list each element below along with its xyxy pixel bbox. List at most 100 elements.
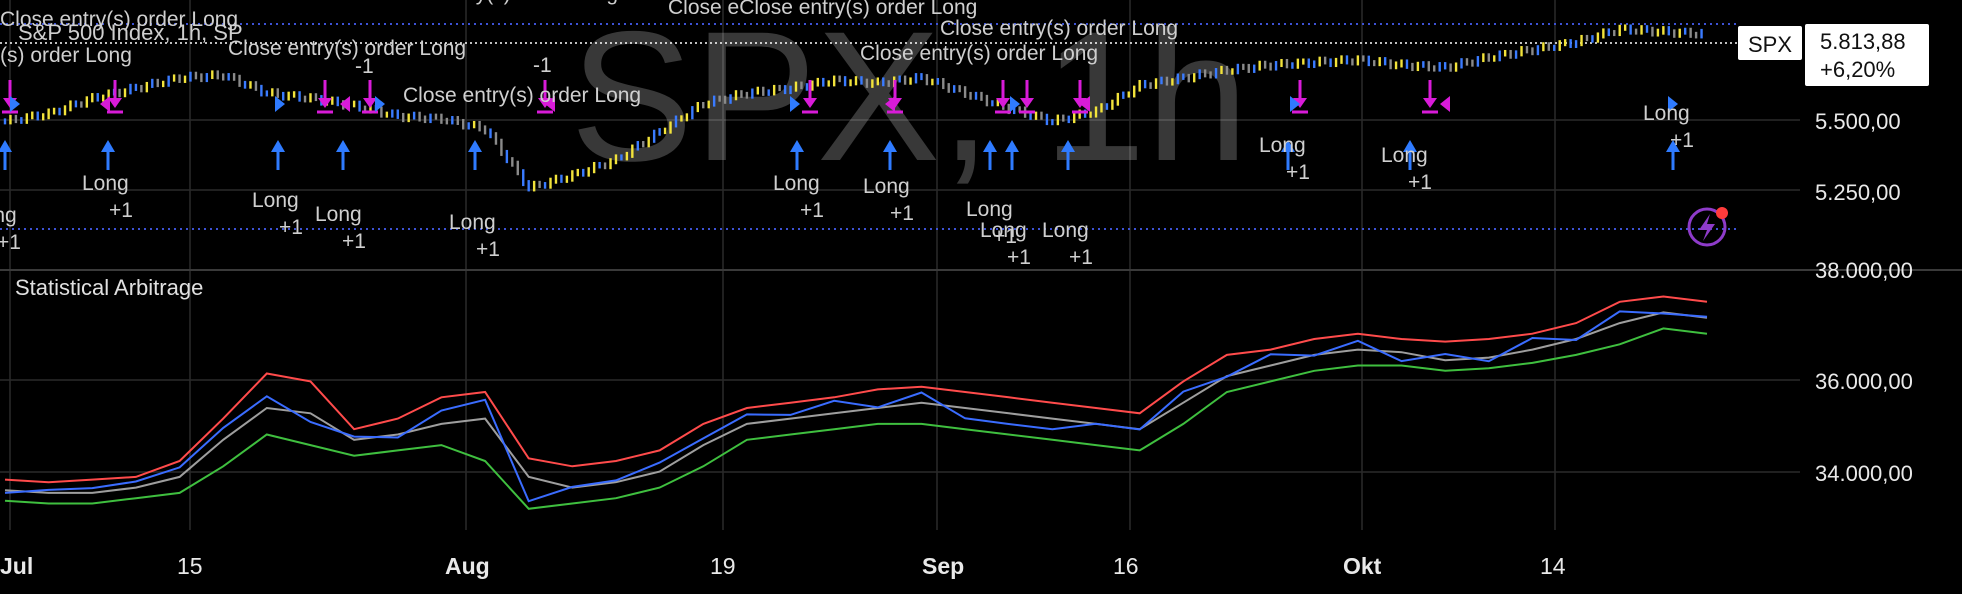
price-bar: [1411, 62, 1414, 72]
last-price-value: 5.813,88: [1820, 29, 1906, 54]
price-bar: [609, 158, 612, 170]
long-arrow-icon: [1281, 140, 1295, 170]
price-bar: [931, 78, 934, 86]
price-bar: [1231, 68, 1234, 75]
long-arrow-icon: [1666, 140, 1680, 170]
price-bar: [1154, 78, 1158, 89]
time-axis-label: Sep: [922, 553, 964, 579]
price-bar: [462, 118, 465, 130]
long-order-label: Long: [1381, 144, 1428, 167]
price-bar: [467, 122, 470, 130]
price-bar: [1416, 61, 1420, 72]
price-bar: [292, 91, 296, 98]
price-bar: [554, 174, 558, 184]
price-bar: [860, 76, 863, 85]
price-axis[interactable]: 5.500,00 5.250,00 38.000,00 36.000,00 34…: [1815, 109, 1913, 486]
price-bar: [598, 161, 601, 169]
price-bar: [118, 88, 121, 98]
price-bar: [336, 96, 339, 107]
close-order-label: Close entry(s) order Long: [860, 42, 1098, 65]
long-order-qty: +1: [1408, 171, 1432, 194]
price-bar: [91, 93, 94, 103]
time-axis[interactable]: Jul 15 Aug 19 Sep 16 Okt 14: [0, 553, 1566, 579]
price-bar: [974, 91, 978, 100]
price-bar: [107, 89, 110, 101]
close-arrow-icon: [107, 80, 123, 114]
long-order-qty: +1: [0, 231, 21, 254]
price-bar: [1253, 64, 1256, 73]
price-bar: [254, 81, 258, 91]
long-order-qty: +1: [476, 238, 500, 261]
price-bar: [1531, 47, 1534, 56]
long-arrow-icon: [790, 140, 804, 170]
long-order-qty: +1: [890, 202, 914, 225]
price-change-value: +6,20%: [1820, 57, 1895, 82]
close-order-label: Close eClose entry(s) order Long: [668, 0, 977, 19]
price-bar: [832, 75, 836, 87]
price-bar: [494, 132, 498, 145]
long-arrow-icon: [983, 140, 997, 170]
price-bar: [1083, 109, 1087, 118]
price-bar: [1258, 60, 1261, 71]
price-bar: [1198, 69, 1201, 80]
price-bar: [952, 85, 956, 93]
price-bar: [1105, 103, 1109, 110]
price-bar: [887, 80, 890, 87]
price-bar: [1580, 34, 1583, 47]
price-bar: [1476, 56, 1480, 67]
price-bar: [1438, 62, 1441, 72]
price-bar: [1367, 55, 1370, 67]
price-bar: [1591, 35, 1594, 43]
price-bar: [816, 77, 820, 87]
price-bar: [216, 70, 219, 80]
symbol-badge[interactable]: SPX: [1738, 26, 1802, 60]
price-bar: [963, 86, 967, 98]
price-bar: [101, 94, 105, 102]
entry-triangle-icon: [1010, 96, 1020, 112]
indicator-panel[interactable]: Statistical Arbitrage: [4, 275, 1708, 510]
price-bar: [282, 91, 285, 101]
price-bar: [565, 175, 569, 183]
price-bar: [1547, 42, 1551, 51]
close-order-label: Close entry(s) order Long: [0, 8, 238, 31]
price-bar: [1373, 60, 1376, 67]
price-bar: [1089, 111, 1092, 118]
price-bar: [1133, 85, 1136, 98]
price-bar: [1563, 39, 1567, 47]
price-bar: [980, 91, 983, 101]
price-bar: [1182, 73, 1185, 80]
entry-triangle-icon: [885, 96, 895, 112]
price-bar: [516, 160, 519, 176]
price-bar: [1678, 28, 1681, 38]
long-arrow-icon: [1005, 140, 1019, 170]
price-bar: [1482, 53, 1485, 63]
price-bar: [794, 81, 798, 92]
long-order-label: Long: [252, 189, 299, 212]
close-arrow-icon: [362, 80, 378, 114]
price-bar: [385, 111, 389, 118]
price-bar: [309, 93, 312, 103]
close-arrow-icon: [802, 80, 818, 114]
legend-title: S&P 500 Index, 1h, SP: [18, 20, 243, 45]
price-bar: [658, 128, 661, 136]
price-bar: [85, 96, 89, 108]
price-bar: [298, 91, 301, 102]
price-bar: [1220, 65, 1223, 75]
price-bar: [151, 78, 154, 88]
entry-triangle-icon: [275, 96, 285, 112]
price-bar: [478, 120, 481, 132]
price-bar: [1454, 62, 1458, 72]
price-bar: [843, 76, 847, 87]
price-bar: [178, 74, 181, 83]
price-bar: [729, 94, 732, 104]
price-bar: [903, 75, 907, 85]
price-bar: [489, 128, 492, 139]
close-order-label: -1: [533, 54, 552, 77]
lightning-alert-icon[interactable]: [1687, 207, 1728, 247]
price-bar: [249, 81, 252, 89]
price-panel[interactable]: Close entry(s) order Long Close entry(s) …: [0, 0, 1740, 269]
long-arrow-icon: [883, 140, 897, 170]
price-bar: [674, 115, 678, 128]
time-axis-label: Okt: [1343, 553, 1382, 579]
